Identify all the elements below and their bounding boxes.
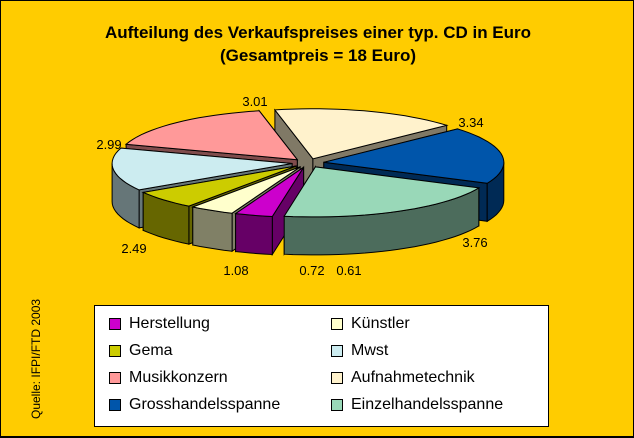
chart-title: Aufteilung des Verkaufspreises einer typ… [1,21,634,67]
data-label-künstler: 0.72 [299,263,324,278]
legend-swatch [109,345,121,357]
legend-label: Künstler [351,315,410,332]
data-label-mwst: 2.49 [121,241,146,256]
legend-label: Herstellung [129,315,210,332]
pie-outer-wall-0 [235,213,273,256]
legend-item-gema: Gema [109,341,173,361]
legend-label: Musikkonzern [129,369,228,386]
legend-label: Grosshandelsspanne [129,396,281,413]
pie-top-layer [111,108,505,218]
legend-swatch [109,318,121,330]
data-label-einzelhandelsspanne: 3.76 [462,235,487,250]
legend: Herstellung Künstler Gema Mwst Musikkonzern A… [94,305,549,427]
data-label-grosshandelsspanne: 3.34 [458,115,483,130]
pie-slice-einzelhandelsspanne [283,166,481,218]
chart-title-line-1: Aufteilung des Verkaufspreises einer typ… [104,23,532,42]
data-label-musikkonzern: 2.99 [96,137,121,152]
legend-label: Mwst [351,342,389,359]
legend-swatch [331,372,343,384]
pie-slice-mwst [111,147,293,191]
legend-swatch [331,318,343,330]
pie-slice-musikkonzern [124,110,299,161]
pie-slice-aufnahmetechnik [273,108,449,160]
legend-item-aufnahmetechnik: Aufnahmetechnik [331,368,475,388]
legend-label: Einzelhandelsspanne [351,396,504,413]
legend-item-grosshandelsspanne: Grosshandelsspanne [109,395,280,415]
pie-outer-wall-1 [192,206,233,252]
pie-slice-herstellung [234,166,305,218]
data-label-herstellung: 0.61 [336,263,361,278]
legend-label: Aufnahmetechnik [351,369,475,386]
legend-swatch [331,345,343,357]
data-label-gema: 1.08 [223,263,248,278]
legend-swatch [331,399,343,411]
legend-item-herstellung: Herstellung [109,314,210,334]
pie-slice-gema [141,165,297,207]
pie-slice-künstler [190,166,301,214]
legend-swatch [109,399,121,411]
chart-title-line-2: (Gesamtpreis = 18 Euro) [219,46,417,65]
legend-item-einzelhandelsspanne: Einzelhandelsspanne [331,395,503,415]
legend-item-musikkonzern: Musikkonzern [109,368,228,388]
pie-slice-grosshandelsspanne [323,128,505,184]
legend-item-mwst: Mwst [331,341,388,361]
legend-swatch [109,372,121,384]
legend-label: Gema [129,342,173,359]
source-note: Quelle: IFPI/FTD 2003 [29,298,43,419]
data-label-aufnahmetechnik: 3.01 [242,94,267,109]
legend-item-künstler: Künstler [331,314,410,334]
